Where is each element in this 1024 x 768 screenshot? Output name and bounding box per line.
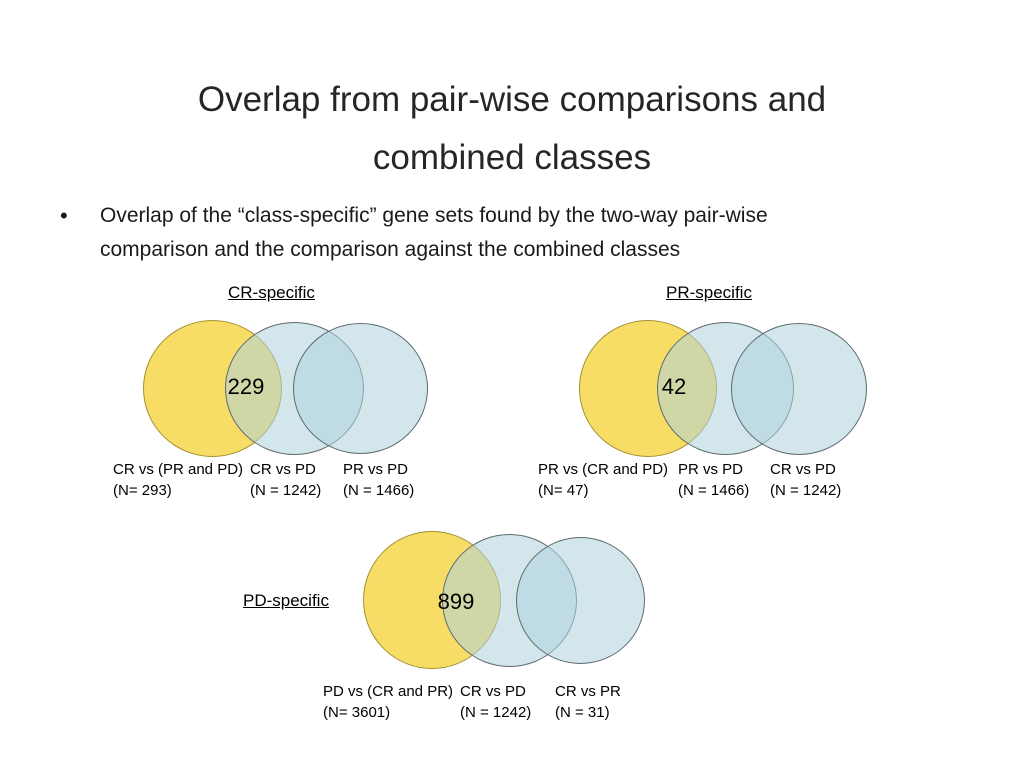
comparison-name: PR vs (CR and PD) (538, 461, 669, 478)
venn-cr-overlap-count: 229 (227, 374, 265, 399)
comparison-n: (N = 31) (555, 704, 610, 721)
venn-heading-pd-specific: PD-specific (243, 591, 329, 610)
venn-heading-cr-specific: CR-specific (228, 283, 315, 302)
venn-cr-label-1: CR vs (PR and PD) (N= 293) (113, 459, 243, 501)
venn-pr-overlap-count: 42 (661, 374, 687, 399)
comparison-name: CR vs (PR and PD) (113, 461, 244, 478)
bullet-marker: • (60, 203, 68, 228)
comparison-name: CR vs PD (770, 461, 836, 478)
venn-pd-label-3: CR vs PR (N = 31) (555, 681, 621, 723)
comparison-n: (N = 1242) (460, 704, 532, 721)
venn-pd-label-2: CR vs PD (N = 1242) (460, 681, 531, 723)
bullet-text-line2: comparison and the comparison against th… (100, 238, 681, 261)
comparison-n: (N = 1466) (678, 482, 750, 499)
venn-pr-blue-circle-2 (731, 323, 867, 455)
venn-pr-label-3: CR vs PD (N = 1242) (770, 459, 841, 501)
comparison-name: PR vs PD (678, 461, 744, 478)
venn-heading-pr-specific: PR-specific (666, 283, 752, 302)
comparison-name: CR vs PD (460, 683, 526, 700)
venn-pd-overlap-count: 899 (437, 589, 475, 614)
comparison-n: (N = 1242) (770, 482, 842, 499)
comparison-name: PR vs PD (343, 461, 409, 478)
slide-title-line2: combined classes (372, 138, 652, 178)
comparison-n: (N= 3601) (323, 704, 391, 721)
venn-pd-blue-circle-2 (516, 537, 645, 664)
comparison-n: (N = 1242) (250, 482, 322, 499)
comparison-name: CR vs PR (555, 683, 621, 700)
venn-cr-blue-circle-2 (293, 323, 428, 454)
venn-cr-label-3: PR vs PD (N = 1466) (343, 459, 414, 501)
slide-title-line1: Overlap from pair-wise comparisons and (197, 80, 827, 120)
slide-title: Overlap from pair-wise comparisons and c… (0, 71, 1024, 187)
venn-pr-label-1: PR vs (CR and PD) (N= 47) (538, 459, 668, 501)
bullet-text: Overlap of the “class-specific” gene set… (100, 199, 960, 267)
venn-cr-label-2: CR vs PD (N = 1242) (250, 459, 321, 501)
bullet-text-line1: Overlap of the “class-specific” gene set… (100, 204, 768, 227)
comparison-name: CR vs PD (250, 461, 316, 478)
comparison-n: (N = 1466) (343, 482, 415, 499)
comparison-name: PD vs (CR and PR) (323, 683, 454, 700)
venn-pd-label-1: PD vs (CR and PR) (N= 3601) (323, 681, 453, 723)
venn-pr-label-2: PR vs PD (N = 1466) (678, 459, 749, 501)
comparison-n: (N= 47) (538, 482, 589, 499)
comparison-n: (N= 293) (113, 482, 172, 499)
